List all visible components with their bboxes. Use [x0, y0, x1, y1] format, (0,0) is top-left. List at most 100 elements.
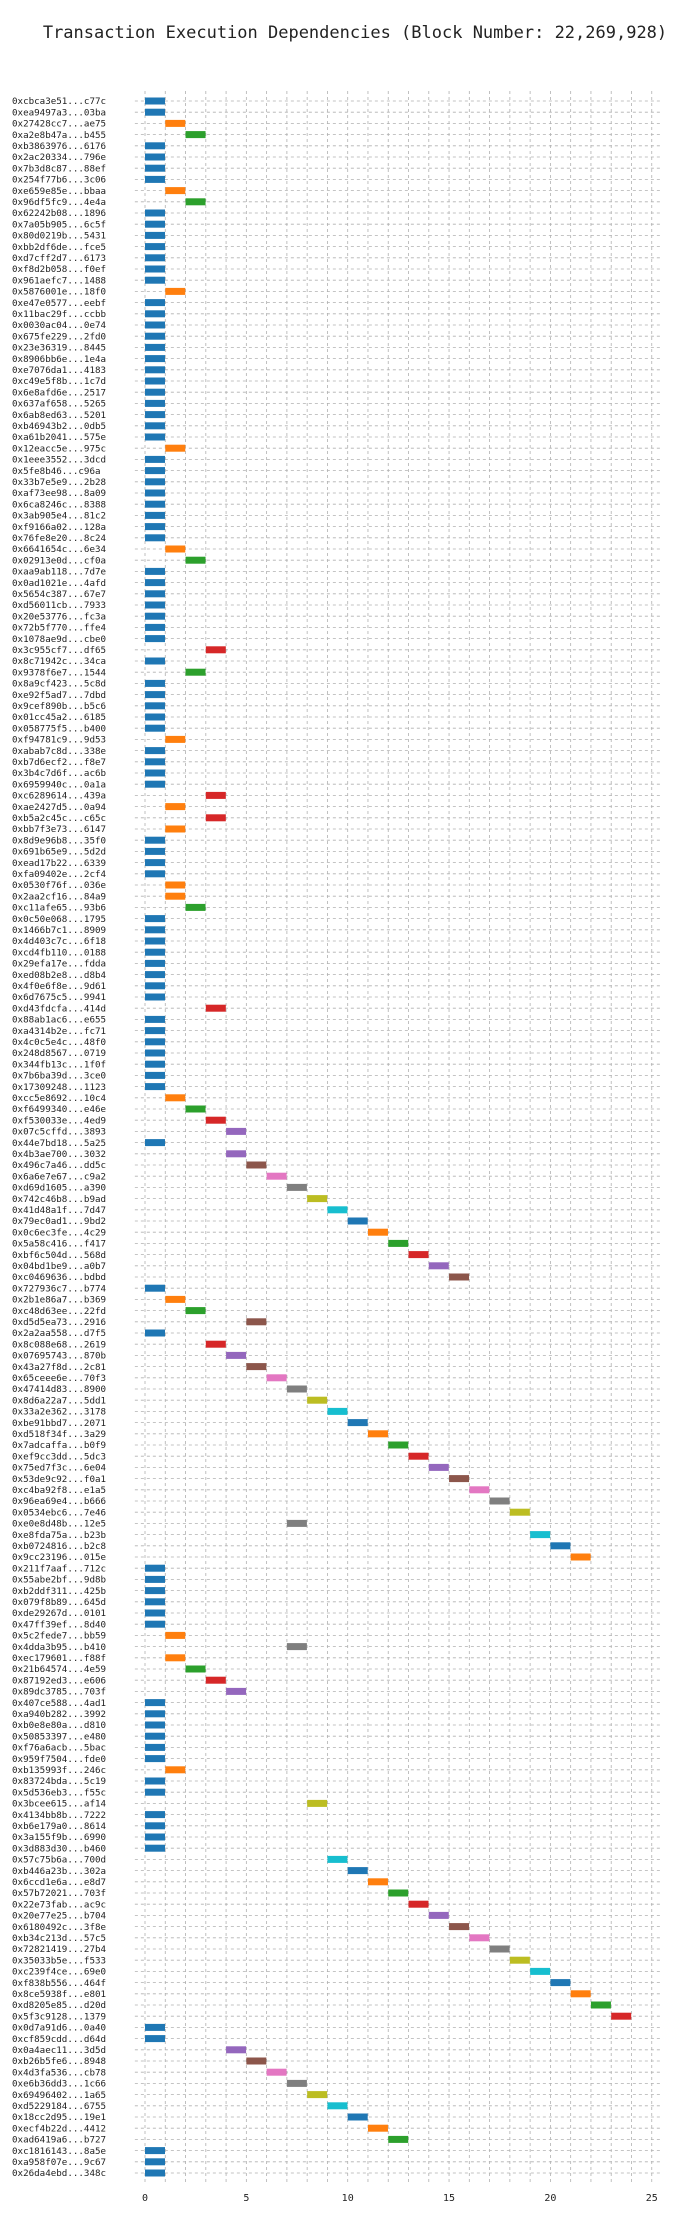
y-tick-label: 0x72821419...27b4 [12, 1944, 107, 1955]
bar [165, 1295, 186, 1303]
y-tick-label: 0x5c2fede7...bb59 [12, 1631, 106, 1642]
bar [145, 780, 165, 788]
y-tick-label: 0xe6b36dd3...1c66 [12, 2079, 106, 2090]
bar [449, 1923, 470, 1931]
y-tick-label: 0x4f0e6f8e...9d61 [12, 981, 106, 992]
y-tick-label: 0xd5d5ea73...2916 [12, 1317, 106, 1328]
bar [226, 1150, 247, 1158]
bar [226, 1687, 247, 1695]
bar [165, 735, 186, 743]
bar [145, 847, 165, 855]
bar [327, 1407, 348, 1415]
bar [145, 937, 165, 945]
bar [145, 1732, 165, 1740]
y-tick-label: 0x3c955cf7...df65 [12, 645, 106, 656]
y-tick-label: 0x96ea69e4...b666 [12, 1496, 106, 1507]
y-tick-label: 0x9cef890b...b5c6 [12, 701, 106, 712]
y-tick-label: 0x4dda3b95...b410 [12, 1642, 106, 1653]
bar [286, 1519, 307, 1527]
y-tick-label: 0x344fb13c...1f0f [12, 1059, 106, 1070]
y-tick-label: 0x89dc3785...703f [12, 1687, 106, 1698]
bar [145, 1575, 165, 1583]
y-tick-label: 0xfa09402e...2cf4 [12, 869, 107, 880]
bar [205, 1340, 226, 1348]
y-tick-label: 0x0530f76f...036e [12, 880, 106, 891]
bar [145, 489, 165, 497]
y-tick-label: 0xf9166a02...128a [12, 522, 106, 533]
bar [165, 444, 186, 452]
y-tick-label: 0x5fe8b46...c96a [12, 466, 101, 477]
bar [145, 243, 165, 251]
bars [145, 97, 632, 2177]
bar [307, 1799, 328, 1807]
y-tick-label: 0xb446a23b...302a [12, 1866, 106, 1877]
bar [145, 1822, 165, 1830]
y-tick-label: 0xf76a6acb...5bac [12, 1743, 106, 1754]
y-tick-label: 0x57c75b6a...700d [12, 1855, 106, 1866]
y-tick-label: 0xc4ba92f8...e1a5 [12, 1485, 106, 1496]
y-tick-label: 0xb2ddf311...425b [12, 1586, 106, 1597]
bar [286, 1385, 307, 1393]
bar [145, 758, 165, 766]
y-tick-label: 0x18cc2d95...19e1 [12, 2112, 106, 2123]
bar [286, 1183, 307, 1191]
y-tick-label: 0x2aa2cf16...84a9 [12, 891, 106, 902]
bar [428, 1911, 449, 1919]
y-tick-label: 0x55abe2bf...9d8b [12, 1575, 106, 1586]
y-tick-label: 0x5a58c416...f417 [12, 1239, 106, 1250]
bar [145, 1564, 165, 1572]
bar [145, 747, 165, 755]
y-tick-label: 0xa958f07e...9c67 [12, 2157, 106, 2168]
y-tick-label: 0x3bcee615...af14 [12, 1799, 107, 1810]
bar [145, 623, 165, 631]
bar [145, 366, 165, 374]
bar [489, 1497, 510, 1505]
y-tick-label: 0x254f77b6...3c06 [12, 175, 106, 186]
bar [145, 164, 165, 172]
y-tick-label: 0xde29267d...0101 [12, 1608, 106, 1619]
bar [145, 948, 165, 956]
y-tick-label: 0x69496402...1a65 [12, 2090, 106, 2101]
bar [205, 1004, 226, 1012]
y-tick-label: 0xb7d6ecf2...f8e7 [12, 757, 106, 768]
bar [145, 500, 165, 508]
y-tick-label: 0x6959940c...0a1a [12, 779, 106, 790]
y-tick-label: 0x0c50e068...1795 [12, 914, 106, 925]
y-tick-label: 0xbb2df6de...fce5 [12, 242, 106, 253]
bar [489, 1945, 510, 1953]
bar [145, 310, 165, 318]
y-tick-label: 0x20e77e25...b704 [12, 1911, 107, 1922]
bar [327, 2102, 348, 2110]
bar [205, 791, 226, 799]
y-tick-label: 0x727936c7...b774 [12, 1283, 107, 1294]
y-tick-label: 0x50853397...e480 [12, 1731, 106, 1742]
bar [145, 982, 165, 990]
bar [145, 859, 165, 867]
y-tick-label: 0xb34c213d...57c5 [12, 1933, 106, 1944]
y-tick-label: 0x637af658...5265 [12, 399, 106, 410]
y-tick-label: 0xbb7f3e73...6147 [12, 824, 106, 835]
y-tick-label: 0x961aefc7...1488 [12, 275, 106, 286]
bar [145, 579, 165, 587]
bar [145, 1139, 165, 1147]
y-tick-label: 0xea9497a3...03ba [12, 107, 106, 118]
bar [145, 713, 165, 721]
y-tick-label: 0x33a2e362...3178 [12, 1407, 106, 1418]
bar [165, 1631, 186, 1639]
y-tick-label: 0x88ab1ac6...e655 [12, 1015, 106, 1026]
y-tick-label: 0x6ca8246c...8388 [12, 499, 106, 510]
y-tick-label: 0x248d8567...0719 [12, 1048, 106, 1059]
bar [145, 467, 165, 475]
y-tick-label: 0x079f8b89...645d [12, 1597, 106, 1608]
bar [327, 1206, 348, 1214]
y-tick-label: 0x3a155f9b...6990 [12, 1832, 106, 1843]
y-tick-label: 0x83724bda...5c19 [12, 1776, 106, 1787]
bar [145, 511, 165, 519]
bar [266, 1374, 287, 1382]
bar [185, 1105, 206, 1113]
bar [145, 265, 165, 273]
y-tick-label: 0x17309248...1123 [12, 1082, 106, 1093]
bar [145, 567, 165, 575]
y-tick-label: 0xd56011cb...7933 [12, 600, 106, 611]
y-tick-label: 0x8a9cf423...5c8d [12, 679, 106, 690]
